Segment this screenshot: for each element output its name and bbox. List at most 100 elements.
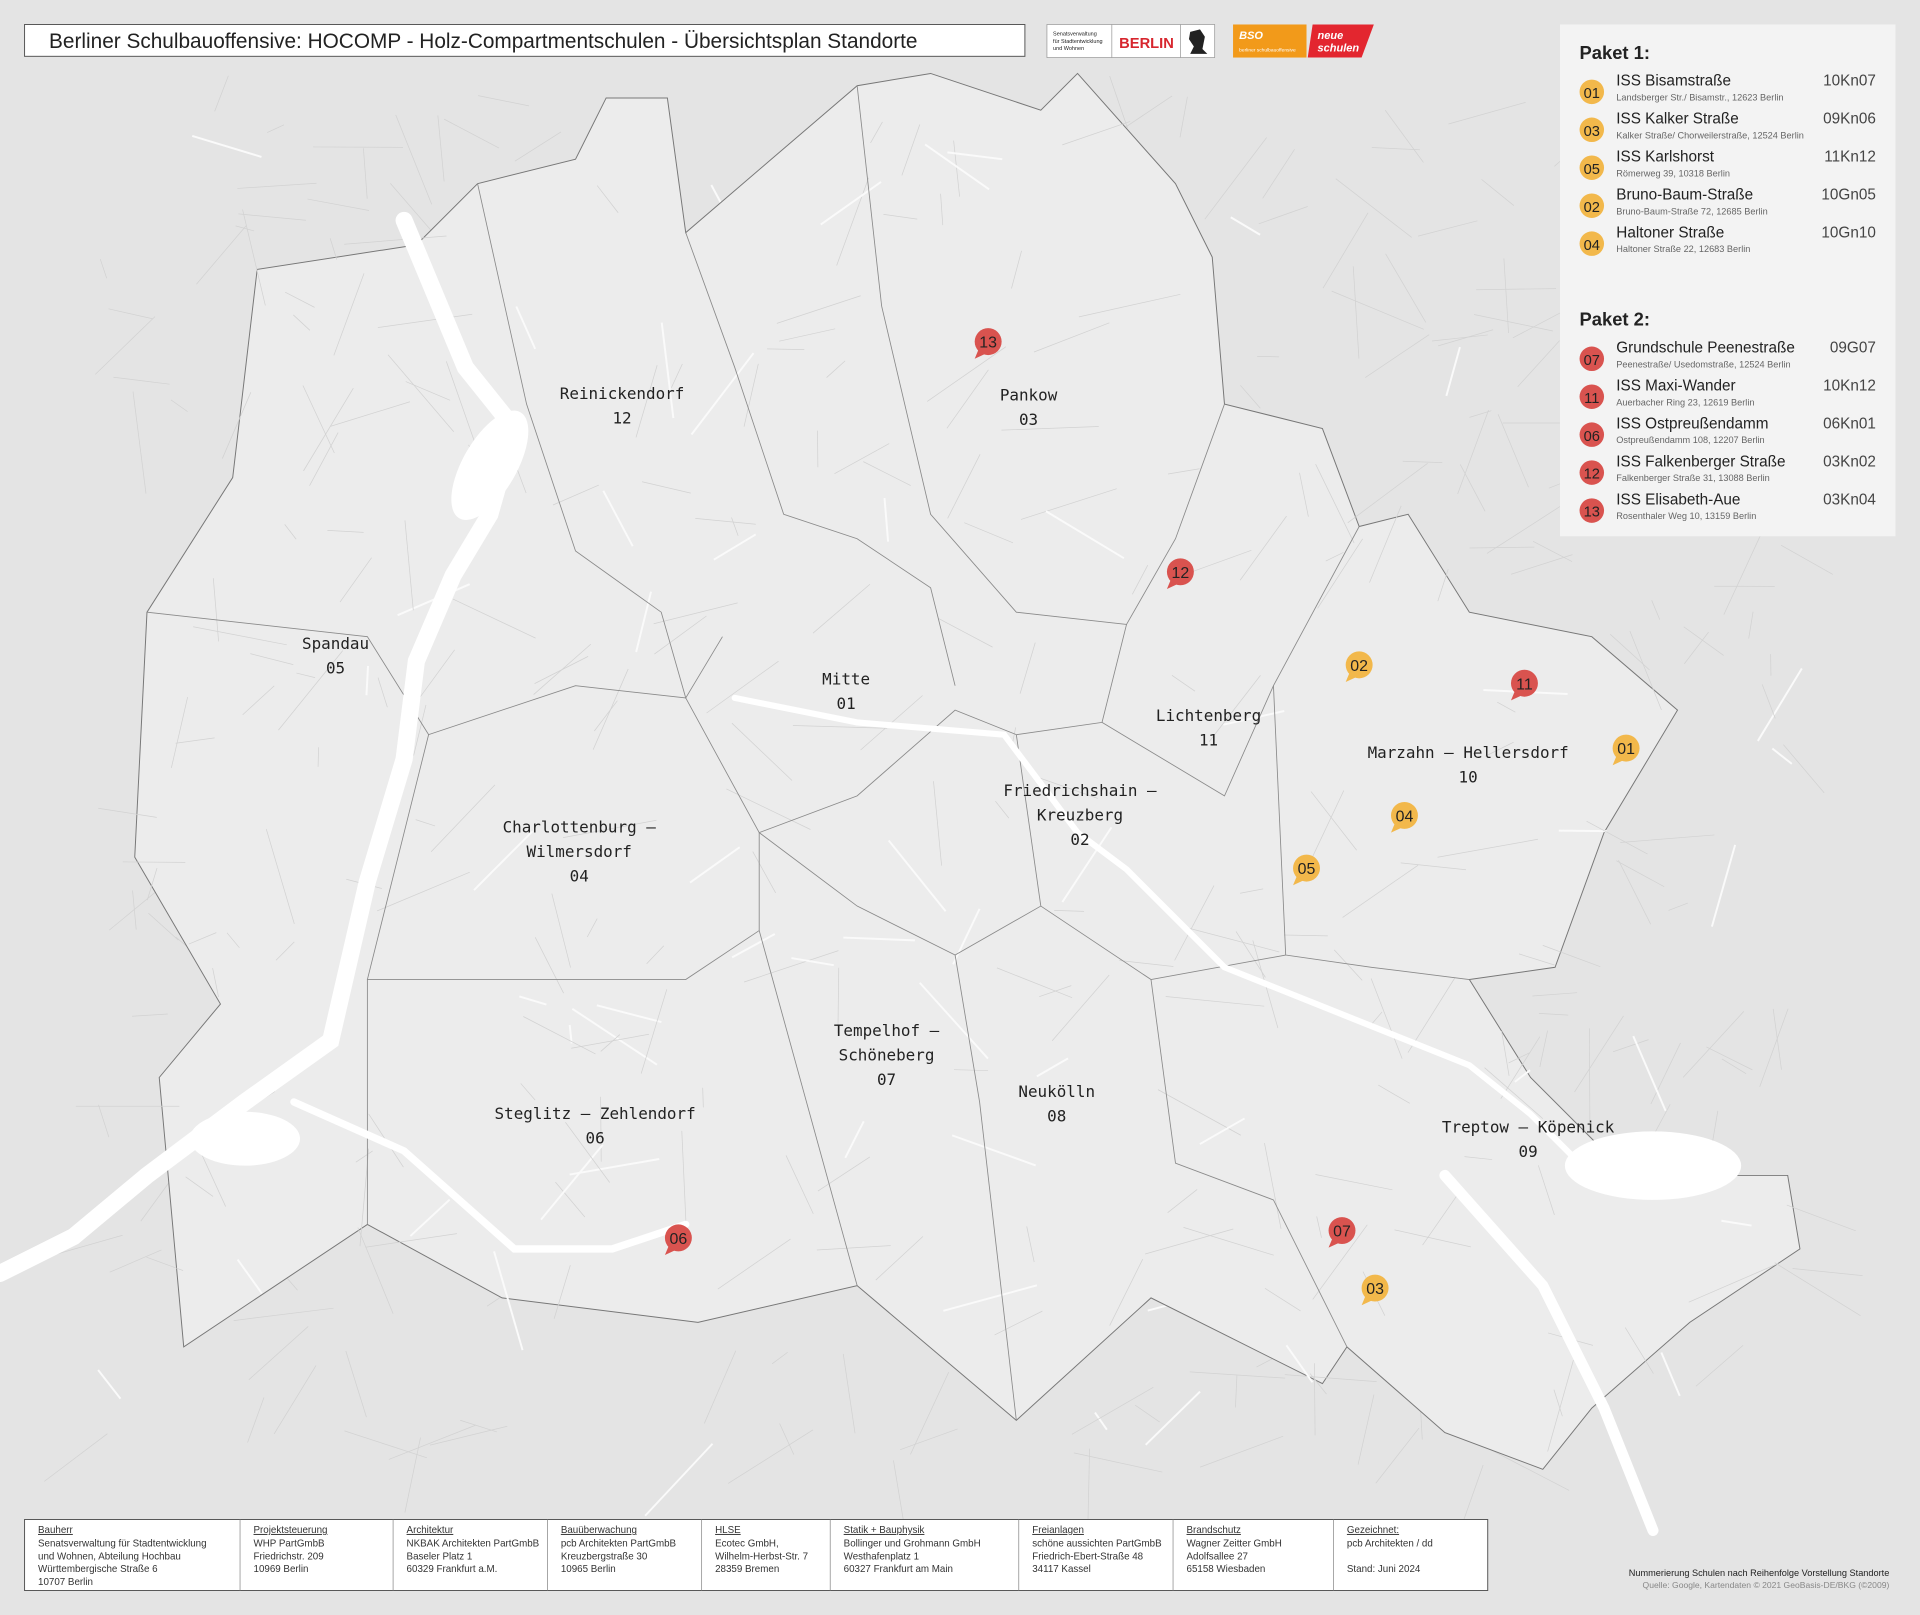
road: [635, 365, 658, 438]
road: [44, 1433, 108, 1482]
legend-dot: [1579, 117, 1605, 143]
road: [752, 851, 776, 894]
legend-code: 03Kn04: [1823, 491, 1876, 508]
district-name: Steglitz – Zehlendorf: [495, 1104, 696, 1123]
road: [640, 989, 668, 1074]
footer-heading: Statik + Bauphysik: [844, 1525, 925, 1536]
district-name: Pankow: [1000, 385, 1058, 404]
lake: [1564, 1131, 1742, 1200]
road: [363, 148, 368, 199]
road: [1476, 288, 1557, 291]
road: [515, 306, 537, 350]
road: [1650, 1042, 1681, 1105]
marker: 12: [1166, 558, 1194, 589]
road: [940, 193, 944, 226]
road: [445, 361, 477, 447]
road: [1485, 741, 1514, 757]
road: [785, 1155, 814, 1214]
footer-line: Bollinger und Grohmann GmbH: [844, 1538, 981, 1549]
road: [519, 995, 547, 1006]
legend-address: Römerweg 39, 10318 Berlin: [1616, 168, 1730, 178]
road: [404, 1437, 421, 1513]
road: [1616, 860, 1665, 887]
road: [1189, 1371, 1286, 1379]
logo-text: und Wohnen: [1053, 46, 1084, 52]
road: [875, 1236, 924, 1281]
legend-number: 12: [1584, 467, 1600, 483]
road: [836, 177, 870, 266]
legend-number: 04: [1584, 238, 1600, 254]
legend-dot: [1579, 155, 1605, 180]
road: [947, 151, 1003, 161]
road: [520, 1083, 536, 1101]
marker-circle: [664, 1224, 692, 1252]
road: [191, 135, 262, 158]
road: [196, 225, 247, 285]
road: [242, 685, 275, 716]
district-name: Spandau: [302, 634, 369, 653]
road: [1759, 1008, 1789, 1088]
legend-number: 13: [1584, 505, 1600, 521]
road: [193, 626, 287, 646]
road: [248, 1326, 309, 1380]
road: [247, 1397, 265, 1443]
road: [1342, 864, 1419, 918]
district-name: Lichtenberg: [1156, 706, 1261, 725]
road: [1322, 212, 1369, 289]
footer: Bauherr Senatsverwaltung für Stadtentwick…: [38, 1519, 1433, 1591]
road: [1183, 1227, 1274, 1256]
road: [1632, 1035, 1667, 1112]
road: [1167, 1189, 1198, 1213]
logo-bso: BSO berliner schulbauoffensive neue schu…: [1233, 24, 1374, 58]
road: [1508, 1052, 1531, 1064]
road: [1061, 826, 1113, 903]
footer-line: Ecotec GmbH,: [715, 1538, 779, 1549]
road: [1612, 1039, 1649, 1053]
logo-text: neue: [1318, 30, 1344, 42]
marker: 03: [1361, 1274, 1389, 1306]
road: [555, 1181, 586, 1218]
road: [146, 1256, 184, 1271]
road: [562, 819, 657, 839]
logo-berlin: BERLIN: [1119, 36, 1174, 52]
legend-dot: [1579, 422, 1605, 447]
legend-name: ISS Falkenberger Straße: [1616, 454, 1785, 471]
footer-line: NKBAK Architekten PartGmbB: [407, 1538, 540, 1549]
title-box: [24, 23, 1026, 57]
road: [99, 258, 108, 279]
road: [214, 75, 229, 112]
road: [844, 1120, 865, 1159]
road: [883, 214, 918, 220]
district-number: 01: [837, 694, 856, 713]
road: [1553, 1389, 1563, 1417]
district-labels: Reinickendorf 12 Pankow 03 Spandau 05 Mitte 01 L…: [302, 384, 1615, 1161]
road: [473, 830, 534, 891]
road: [388, 1424, 477, 1460]
road: [170, 696, 188, 769]
road: [792, 725, 888, 729]
road: [1145, 1228, 1234, 1255]
road: [1144, 1390, 1201, 1446]
legend-dot: [1579, 498, 1605, 523]
road: [1514, 1069, 1531, 1083]
district-number: 08: [1047, 1107, 1066, 1126]
road: [302, 385, 335, 454]
marker: 01: [1612, 734, 1640, 766]
footer-heading: Bauüberwachung: [561, 1525, 637, 1536]
road: [1780, 544, 1834, 575]
road: [1532, 992, 1578, 997]
road: [1235, 1374, 1238, 1408]
legend-dot: [1579, 231, 1605, 256]
road: [250, 653, 294, 665]
footer-heading: Projektsteuerung: [254, 1525, 328, 1536]
road: [95, 316, 156, 375]
road: [900, 1428, 958, 1451]
road: [188, 932, 217, 945]
legend-number: 02: [1584, 200, 1600, 216]
footer-heading: Bauherr: [38, 1525, 74, 1536]
road: [1239, 515, 1287, 581]
road: [1783, 744, 1825, 794]
road: [1312, 1224, 1368, 1300]
road: [1682, 1011, 1745, 1078]
